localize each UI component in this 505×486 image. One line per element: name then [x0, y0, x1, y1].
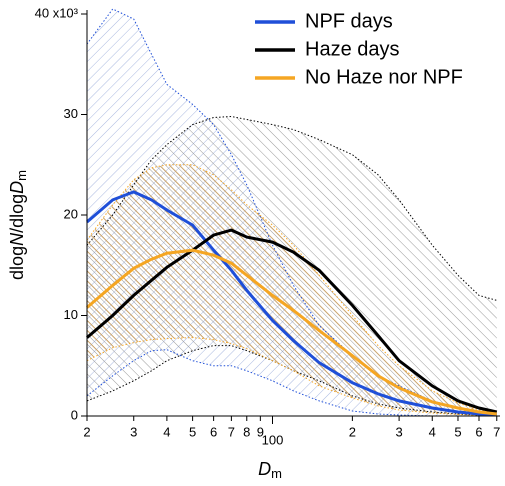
y-label-part: dlog [7, 246, 27, 280]
y-label-part: N [7, 232, 27, 246]
y-label-part: m [14, 170, 29, 181]
x-tick-label: 2 [83, 424, 90, 439]
x-tick-label: 7 [228, 424, 235, 439]
plot-area [86, 8, 498, 417]
y-tick-label: 0 [71, 407, 78, 422]
legend-label: Haze days [305, 38, 400, 60]
x-axis-label: Dm [258, 459, 282, 482]
x-tick-label: 9 [257, 424, 264, 439]
band-edge [86, 8, 497, 415]
x-tick-label: 2 [349, 424, 356, 439]
x-tick-label: 5 [454, 424, 461, 439]
line [86, 190, 497, 417]
x-tick-label: 3 [130, 424, 137, 439]
band-edge [86, 337, 497, 417]
y-tick-label: 40 x10³ [35, 5, 79, 20]
x-tick-label: 8 [243, 424, 250, 439]
x-tick-label: 4 [163, 424, 170, 439]
y-tick-label: 10 [64, 307, 78, 322]
x-tick-label: 7 [493, 424, 500, 439]
x-tick-label: 6 [475, 424, 482, 439]
y-label-part: D [7, 181, 27, 194]
y-tick-label: 30 [64, 106, 78, 121]
x-tick-label: 100 [262, 432, 284, 447]
x-tick-label: 5 [189, 424, 196, 439]
band-fill [87, 164, 497, 416]
y-label-part: /dlog [7, 194, 27, 233]
line [86, 228, 498, 414]
x-label-part: m [271, 466, 282, 481]
x-tick-label: 3 [395, 424, 402, 439]
line [86, 248, 497, 416]
x-tick-label: 6 [210, 424, 217, 439]
legend-label: NPF days [305, 10, 393, 32]
y-tick-label: 20 [64, 206, 78, 221]
y-axis-label: dlogN/dlogDm [7, 170, 30, 280]
x-tick-label: 4 [429, 424, 436, 439]
legend-label: No Haze nor NPF [305, 66, 463, 88]
x-label-part: D [258, 459, 271, 479]
